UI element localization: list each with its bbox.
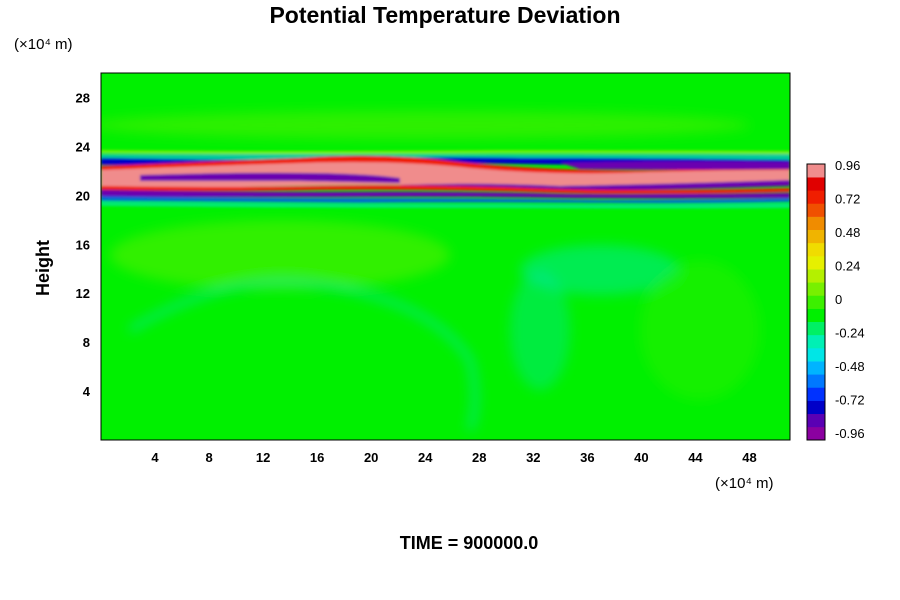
x-tick-label: 36	[580, 450, 594, 465]
x-tick-label: 24	[418, 450, 433, 465]
layer-red-lower	[101, 185, 790, 194]
colorbar-swatch	[807, 348, 825, 362]
time-label: TIME = 900000.0	[400, 533, 539, 553]
x-tick-label: 16	[310, 450, 324, 465]
colorbar-tick-label: 0.48	[835, 225, 860, 240]
lower-cyan-patch-2	[510, 270, 570, 390]
colorbar-tick-label: 0.96	[835, 158, 860, 173]
y-tick-label: 16	[76, 237, 90, 252]
colorbar-swatch	[807, 426, 825, 441]
x-tick-label: 8	[205, 450, 212, 465]
layer-purple-right	[560, 161, 790, 170]
colorbar-swatch	[807, 387, 825, 401]
colorbar-tick-label: -0.24	[835, 326, 865, 341]
y-axis-unit: (×10⁴ m)	[14, 36, 73, 53]
layer-cyan-bottom	[101, 201, 790, 209]
colorbar-tick-label: -0.96	[835, 426, 865, 441]
x-tick-label: 4	[151, 450, 159, 465]
chart-title: Potential Temperature Deviation	[269, 2, 620, 28]
x-tick-label: 48	[742, 450, 756, 465]
colorbar-swatch	[807, 203, 825, 217]
colorbar-swatch	[807, 413, 825, 428]
colorbar-swatch	[807, 177, 825, 191]
plot-frame	[100, 72, 791, 441]
colorbar-swatch	[807, 256, 825, 270]
lower-arc	[128, 279, 478, 431]
y-axis-label: Height	[33, 240, 53, 296]
colorbar	[806, 163, 826, 441]
heatmap-field	[101, 73, 790, 440]
colorbar-swatch	[807, 282, 825, 296]
upper-light-band	[101, 111, 750, 139]
x-axis-unit: (×10⁴ m)	[715, 475, 774, 492]
lower-light-zone	[110, 220, 450, 290]
wave-layers	[101, 150, 790, 209]
field-lower-tones	[101, 111, 760, 431]
y-tick-label: 4	[83, 384, 91, 399]
colorbar-swatch	[807, 400, 825, 415]
colorbar-swatch	[807, 216, 825, 231]
colorbar-tick-label: 0	[835, 292, 842, 307]
x-tick-label: 12	[256, 450, 270, 465]
x-tick-label: 28	[472, 450, 486, 465]
layer-yellow-top	[101, 150, 790, 154]
colorbar-tick-label: 0.72	[835, 192, 860, 207]
colorbar-swatch	[807, 308, 825, 323]
colorbar-swatch	[807, 190, 825, 204]
colorbar-swatch	[807, 374, 825, 388]
colorbar-swatch	[807, 361, 825, 375]
colorbar-tick-label: 0.24	[835, 259, 860, 274]
y-tick-label: 20	[76, 188, 90, 203]
colorbar-swatch	[807, 164, 825, 178]
colorbar-swatch	[807, 295, 825, 309]
colorbar-tick-label: -0.72	[835, 393, 865, 408]
colorbar-swatch	[807, 334, 825, 349]
colorbar-swatch	[807, 269, 825, 283]
layer-purple-upper	[140, 172, 400, 183]
x-tick-labels: 4 8 12 16 20 24 28 32 36 40 44 48	[151, 450, 756, 465]
x-tick-label: 44	[688, 450, 703, 465]
colorbar-swatch	[807, 321, 825, 336]
colorbar-swatch	[807, 229, 825, 244]
y-tick-label: 28	[76, 90, 90, 105]
x-tick-label: 40	[634, 450, 648, 465]
colorbar-tick-labels: 0.96 0.72 0.48 0.24 0 -0.24 -0.48 -0.72 -0.96	[835, 158, 865, 441]
y-tick-label: 8	[83, 335, 90, 350]
x-tick-label: 20	[364, 450, 378, 465]
colorbar-tick-label: -0.48	[835, 359, 865, 374]
right-light-patch	[640, 260, 760, 400]
layer-blue-bottom	[101, 196, 790, 204]
y-tick-labels: 4 8 12 16 20 24 28	[76, 90, 91, 399]
lower-cyan-patch-1	[520, 245, 680, 295]
layer-pink-main	[101, 162, 790, 188]
x-tick-label: 32	[526, 450, 540, 465]
colorbar-swatch	[807, 242, 825, 257]
colorbar-frame	[806, 163, 826, 441]
y-tick-label: 12	[76, 286, 90, 301]
layer-purple-bottom	[101, 190, 790, 199]
y-tick-label: 24	[76, 139, 91, 154]
